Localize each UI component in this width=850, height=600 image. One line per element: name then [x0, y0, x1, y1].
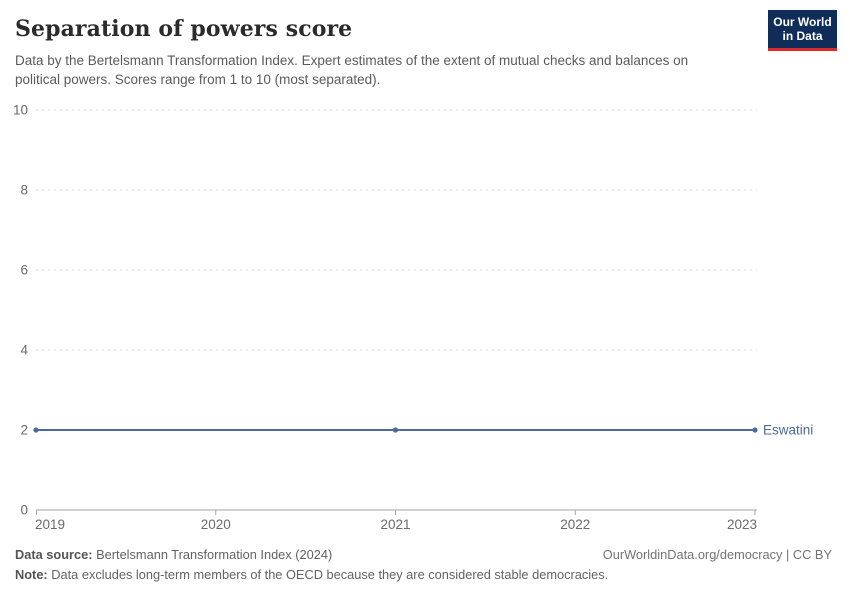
- data-source-text: Bertelsmann Transformation Index (2024): [96, 547, 333, 562]
- line-chart: 0 2 4 6 8 10 2019 2020 2021 2022 2023 Eswatini: [13, 103, 813, 533]
- series-label-eswatini: Eswatini: [763, 423, 813, 438]
- chart-title: Separation of powers score: [15, 16, 353, 42]
- x-tick-label-2023: 2023: [727, 517, 757, 532]
- note-text: Data excludes long-term members of the O…: [51, 567, 609, 582]
- data-source: Data source: Bertelsmann Transformation …: [15, 547, 332, 563]
- x-tick-label-2020: 2020: [201, 517, 231, 532]
- chart-note: Note: Data excludes long-term members of…: [15, 567, 832, 583]
- note-label: Note:: [15, 567, 48, 582]
- x-tick-label-2021: 2021: [380, 517, 410, 532]
- data-source-label: Data source:: [15, 547, 93, 562]
- y-tick-label-8: 8: [20, 183, 28, 198]
- chart-subtitle: Data by the Bertelsmann Transformation I…: [15, 53, 689, 87]
- y-tick-label-0: 0: [20, 503, 28, 518]
- credit-link[interactable]: OurWorldinData.org/democracy | CC BY: [602, 547, 832, 562]
- owid-logo-line1: Our World: [773, 15, 832, 29]
- owid-logo-line2: in Data: [782, 29, 823, 43]
- data-point-eswatini-2021: [392, 427, 399, 433]
- data-point-eswatini-2023: [752, 427, 758, 433]
- y-tick-label-4: 4: [20, 343, 28, 358]
- y-tick-label-10: 10: [13, 103, 28, 118]
- x-tick-label-2022: 2022: [560, 517, 590, 532]
- chart-footer: Data source: Bertelsmann Transformation …: [15, 547, 832, 583]
- chart-header: Separation of powers score Data by the B…: [15, 16, 750, 89]
- x-tick-label-2019: 2019: [35, 517, 65, 532]
- owid-logo[interactable]: Our World in Data: [768, 10, 837, 51]
- y-tick-label-2: 2: [20, 423, 28, 438]
- data-point-eswatini-2019: [33, 427, 39, 433]
- y-tick-label-6: 6: [20, 263, 28, 278]
